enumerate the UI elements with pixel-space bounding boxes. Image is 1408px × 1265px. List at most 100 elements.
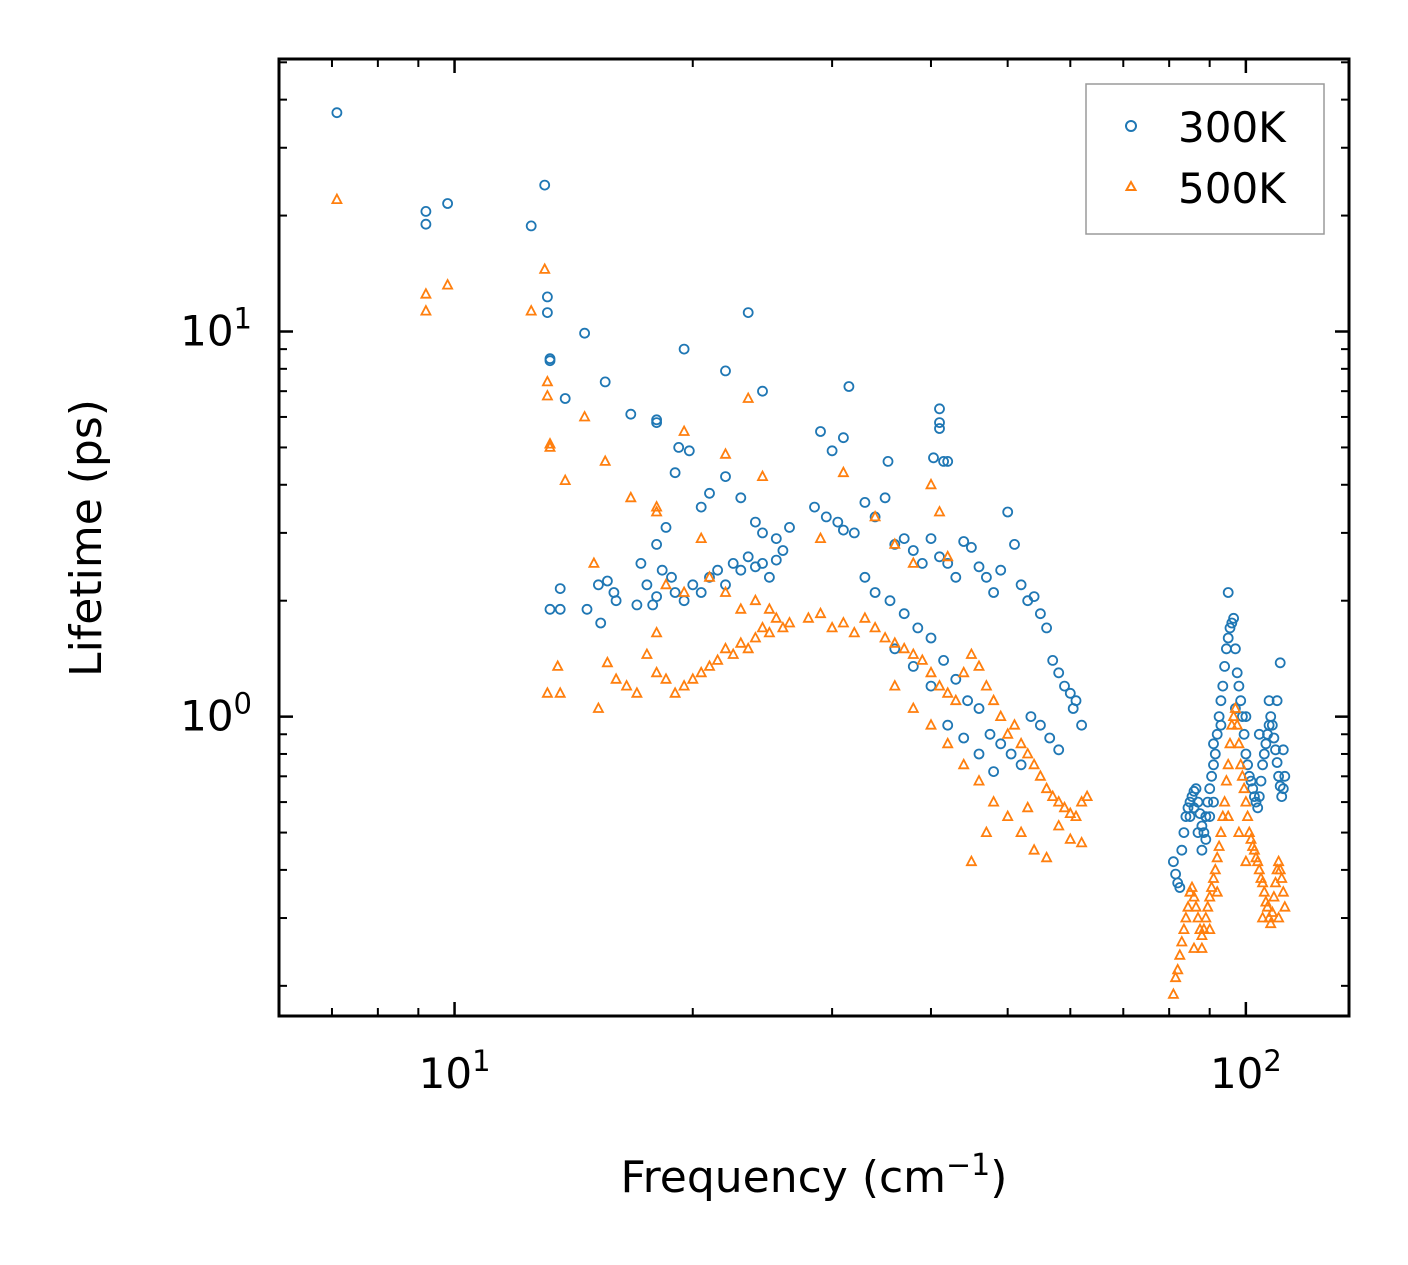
point-300k-31 xyxy=(544,603,556,615)
legend: 300K 500K xyxy=(1085,83,1325,235)
point-300k-209 xyxy=(1277,744,1289,756)
point-300k-21 xyxy=(826,445,838,457)
point-500k-26 xyxy=(610,672,623,684)
point-300k-88 xyxy=(934,551,945,563)
point-300k-128 xyxy=(1053,744,1065,756)
point-300k-12 xyxy=(599,376,611,388)
point-300k-37 xyxy=(602,575,613,587)
point-500k-98 xyxy=(925,477,937,490)
point-300k-65 xyxy=(673,441,685,453)
point-300k-210 xyxy=(1240,711,1252,722)
point-300k-164 xyxy=(1222,632,1234,644)
point-500k-30 xyxy=(650,665,663,678)
point-300k-5 xyxy=(539,179,551,191)
x-tick-label-100: 102 xyxy=(1210,1044,1282,1098)
point-300k-91 xyxy=(958,536,970,547)
point-500k-184 xyxy=(1272,911,1285,923)
point-500k-52 xyxy=(719,585,732,597)
point-500k-53 xyxy=(734,602,747,614)
point-500k-88 xyxy=(1058,800,1071,813)
point-500k-151 xyxy=(1231,718,1244,730)
point-500k-7 xyxy=(541,389,554,401)
point-500k-180 xyxy=(1278,900,1291,912)
point-300k-72 xyxy=(757,527,768,539)
point-300k-47 xyxy=(669,587,681,598)
point-500k-116 xyxy=(1064,832,1077,844)
point-300k-200 xyxy=(1188,802,1200,814)
point-500k-61 xyxy=(848,625,861,638)
point-500k-177 xyxy=(1274,862,1287,875)
point-300k-74 xyxy=(784,522,795,533)
point-300k-161 xyxy=(1217,680,1229,692)
point-500k-105 xyxy=(957,757,970,770)
point-500k-102 xyxy=(907,701,920,713)
point-500k-166 xyxy=(1256,875,1269,888)
point-300k-89 xyxy=(942,558,954,569)
point-500k-189 xyxy=(1203,922,1216,934)
point-500k-37 xyxy=(711,653,724,665)
point-300k-137 xyxy=(1170,868,1181,880)
point-300k-94 xyxy=(981,571,992,583)
point-500k-41 xyxy=(742,641,755,654)
point-500k-127 xyxy=(1186,880,1198,892)
point-500k-100 xyxy=(941,549,954,562)
x-axis-label-main: Frequency (cm xyxy=(621,1152,947,1203)
point-300k-158 xyxy=(1211,728,1223,740)
point-300k-129 xyxy=(889,643,901,655)
point-300k-140 xyxy=(1176,844,1188,856)
point-300k-170 xyxy=(1233,680,1245,692)
point-300k-133 xyxy=(958,732,970,744)
tick-labels: 101 102 100 101 xyxy=(180,302,1282,1099)
point-300k-162 xyxy=(1219,661,1230,672)
point-500k-48 xyxy=(660,577,672,590)
point-300k-50 xyxy=(695,587,707,598)
point-500k-113 xyxy=(980,825,993,837)
point-300k-93 xyxy=(973,561,985,573)
point-500k-158 xyxy=(1243,825,1256,837)
point-300k-76 xyxy=(820,511,832,523)
point-300k-121 xyxy=(984,728,996,740)
point-500k-129 xyxy=(1190,900,1202,912)
point-500k-14 xyxy=(650,500,663,512)
point-500k-163 xyxy=(1251,854,1264,867)
point-500k-55 xyxy=(763,602,776,614)
point-300k-201 xyxy=(1192,827,1204,838)
point-500k-12 xyxy=(599,454,612,466)
point-500k-142 xyxy=(1214,825,1227,837)
point-300k-1 xyxy=(420,218,432,230)
point-300k-56 xyxy=(742,551,754,563)
point-300k-68 xyxy=(704,487,715,499)
point-500k-75 xyxy=(973,659,985,671)
point-300k-191 xyxy=(1268,732,1280,744)
point-500k-1 xyxy=(419,287,432,299)
point-300k-147 xyxy=(1190,783,1202,795)
point-500k-123 xyxy=(1177,922,1190,934)
point-500k-5 xyxy=(538,262,551,274)
point-300k-193 xyxy=(1271,757,1283,768)
point-500k-152 xyxy=(1232,736,1245,749)
point-300k-122 xyxy=(995,738,1007,750)
x-axis-label: Frequency (cm−1) xyxy=(621,1148,1008,1204)
point-500k-156 xyxy=(1239,795,1252,807)
point-500k-10 xyxy=(559,473,572,486)
y-tick-label-1: 100 xyxy=(180,687,252,741)
point-500k-59 xyxy=(826,620,839,633)
point-500k-145 xyxy=(1220,774,1233,786)
point-300k-120 xyxy=(973,703,985,714)
point-300k-69 xyxy=(720,471,731,483)
point-300k-208 xyxy=(1271,695,1283,707)
point-300k-117 xyxy=(938,655,949,666)
point-500k-104 xyxy=(941,736,954,749)
point-500k-117 xyxy=(1075,835,1088,848)
point-300k-95 xyxy=(988,587,999,598)
point-300k-6 xyxy=(542,291,553,303)
point-500k-118 xyxy=(1167,987,1180,999)
point-300k-134 xyxy=(973,748,985,760)
point-500k-128 xyxy=(1188,890,1200,902)
point-300k-119 xyxy=(962,695,973,707)
x-tick-label-10: 101 xyxy=(419,1044,491,1098)
point-500k-90 xyxy=(1070,809,1082,821)
point-500k-96 xyxy=(888,537,901,549)
point-300k-186 xyxy=(1260,738,1272,750)
point-300k-61 xyxy=(777,545,789,556)
